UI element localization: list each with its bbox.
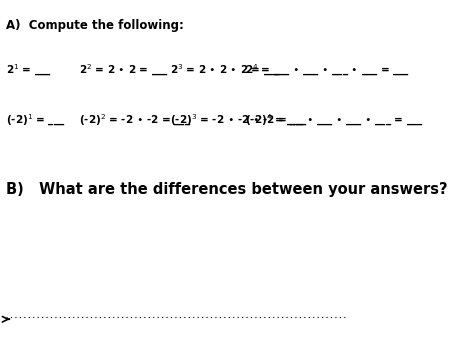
Text: A)  Compute the following:: A) Compute the following: [6, 19, 184, 32]
Text: (-2)$^1$ = ___: (-2)$^1$ = ___ [6, 113, 66, 128]
Text: (-2)$^2$ = -2 $\bullet$ -2 = ___: (-2)$^2$ = -2 $\bullet$ -2 = ___ [79, 113, 192, 128]
Text: 2$^1$ = ___: 2$^1$ = ___ [6, 63, 52, 78]
Text: 2$^3$ = 2 $\bullet$ 2 $\bullet$ 2 = ___: 2$^3$ = 2 $\bullet$ 2 $\bullet$ 2 = ___ [170, 63, 281, 78]
Text: 2$^2$ = 2 $\bullet$ 2 = ___: 2$^2$ = 2 $\bullet$ 2 = ___ [79, 63, 169, 78]
Text: 2$^4$ = ___ $\bullet$ ___ $\bullet$ ___ $\bullet$ ___ = ___: 2$^4$ = ___ $\bullet$ ___ $\bullet$ ___ … [245, 63, 410, 78]
Text: B)   What are the differences between your answers?: B) What are the differences between your… [6, 182, 448, 197]
Text: (-2)$^3$ = -2 $\bullet$ -2 $\bullet$ -2 = ___: (-2)$^3$ = -2 $\bullet$ -2 $\bullet$ -2 … [170, 113, 307, 128]
Text: (-2)$^4$ = ___ $\bullet$ ___ $\bullet$ ___ $\bullet$ ___ = ___: (-2)$^4$ = ___ $\bullet$ ___ $\bullet$ _… [245, 113, 423, 128]
